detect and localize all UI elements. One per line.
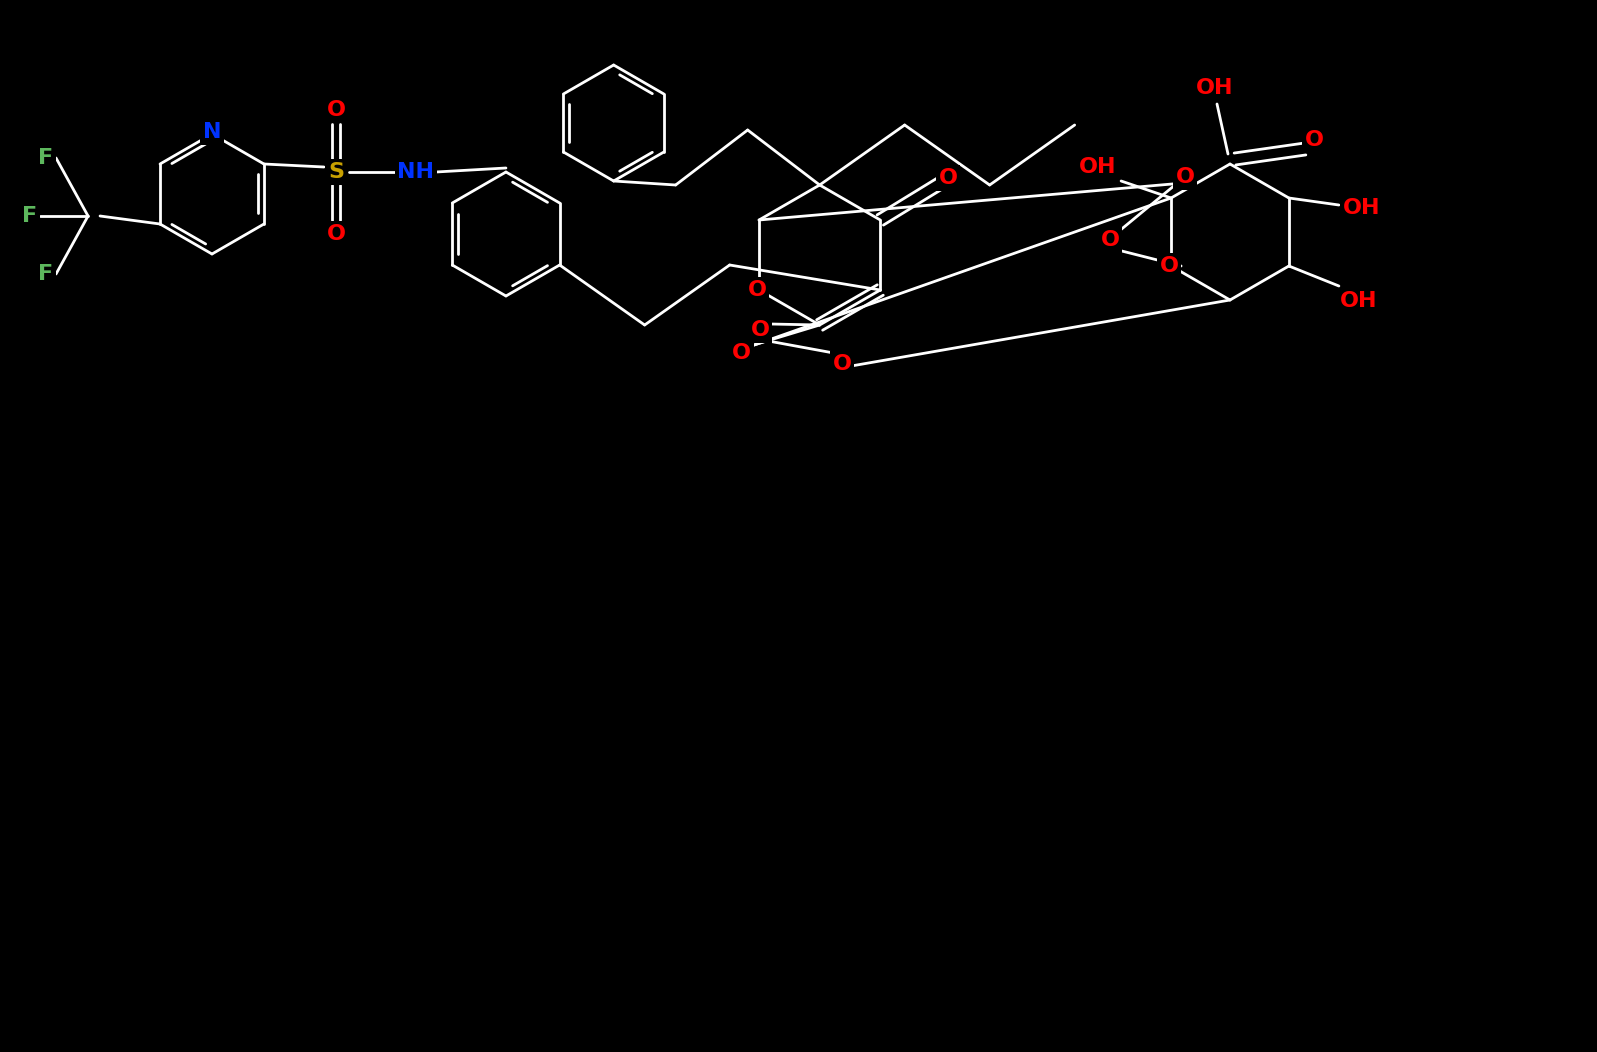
Text: S: S (327, 162, 343, 182)
Text: O: O (751, 320, 770, 340)
Text: O: O (326, 100, 345, 120)
Text: O: O (939, 168, 958, 188)
Text: F: F (38, 148, 54, 168)
Text: O: O (731, 343, 751, 363)
Text: O: O (326, 224, 345, 244)
Text: OH: OH (1080, 157, 1116, 177)
Text: O: O (747, 280, 767, 300)
Text: O: O (1175, 167, 1195, 187)
Text: N: N (203, 122, 222, 142)
Text: O: O (1305, 130, 1324, 150)
Text: OH: OH (1343, 198, 1381, 218)
Text: O: O (832, 355, 851, 375)
Text: O: O (1100, 230, 1119, 250)
Text: OH: OH (1340, 291, 1378, 311)
Text: OH: OH (1196, 78, 1234, 98)
Text: NH: NH (398, 162, 434, 182)
Text: F: F (38, 264, 54, 284)
Text: O: O (1159, 256, 1179, 276)
Text: F: F (22, 206, 38, 226)
